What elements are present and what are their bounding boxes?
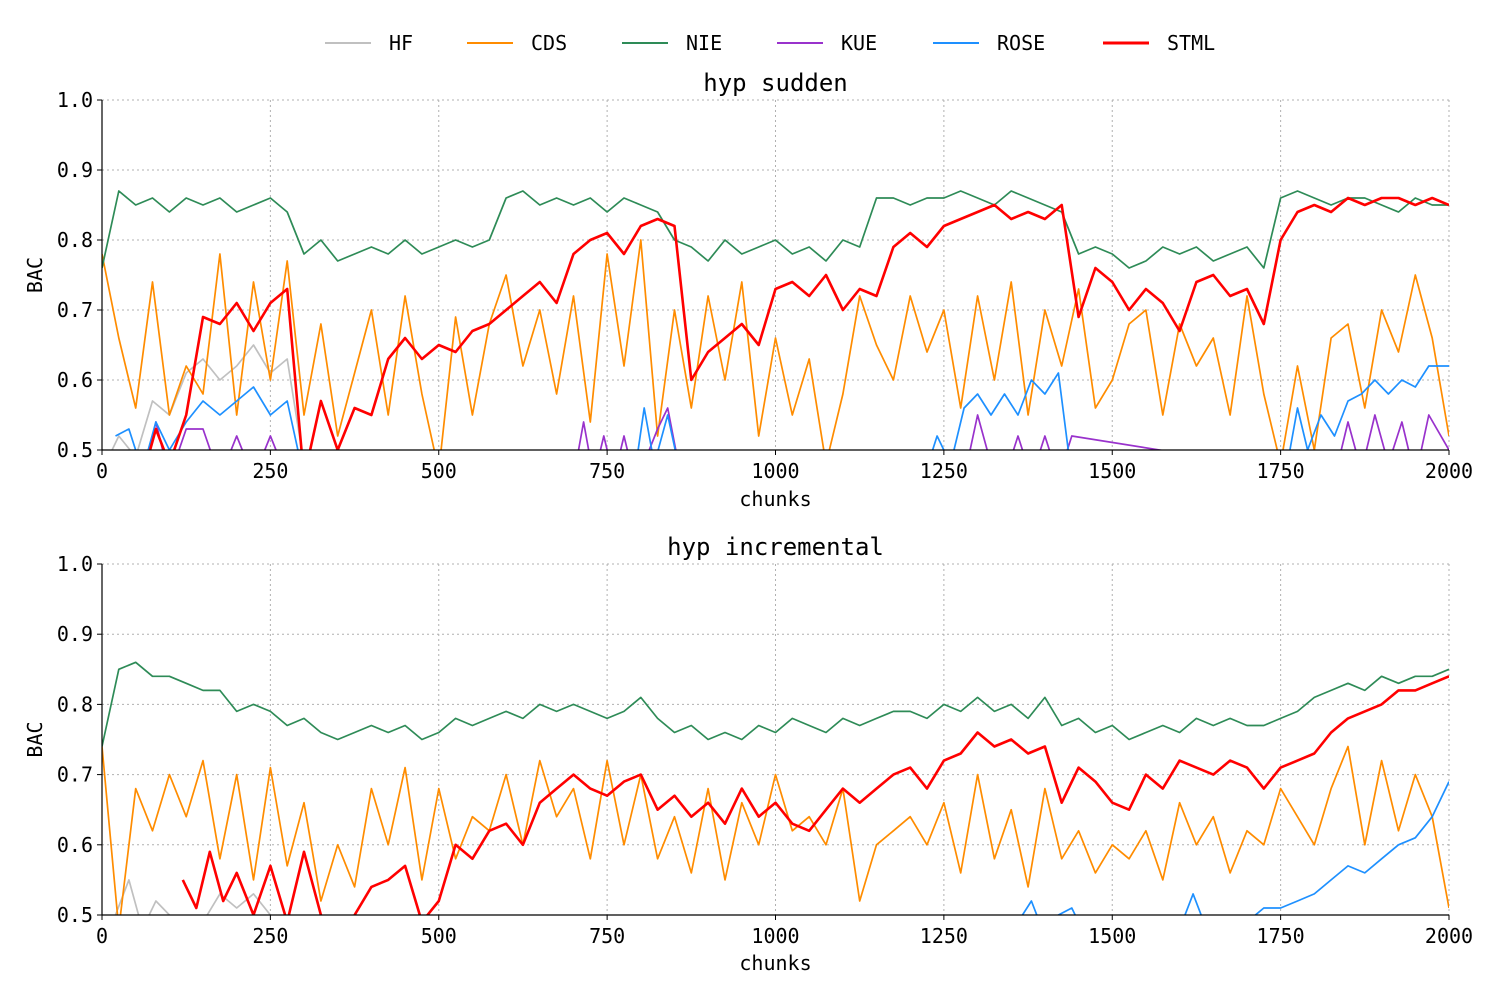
legend-label-kue: KUE: [841, 31, 877, 55]
series-group: [102, 190, 1449, 450]
x-tick-label: 1250: [920, 924, 968, 948]
series-line-hf: [111, 344, 303, 450]
x-tick-label: 500: [421, 924, 457, 948]
chart-panel-sudden: 0 250 500 750 1000 1250 1500 1750 2000 0.5 0.6 0.7 0…: [23, 69, 1473, 511]
x-tick-label: 1000: [751, 924, 799, 948]
x-tick-label: 2000: [1425, 459, 1473, 483]
x-tick-label: 500: [421, 459, 457, 483]
y-tick-label: 0.8: [57, 228, 93, 252]
y-tick-label: 0.9: [57, 158, 93, 182]
series-line-stml: [181, 675, 1449, 915]
x-tick-label: 1750: [1257, 459, 1305, 483]
y-tick-label: 0.5: [57, 903, 93, 927]
x-tick-label: 0: [96, 924, 108, 948]
y-axis-title: BAC: [23, 257, 47, 293]
series-line-hf: [114, 879, 272, 915]
y-tick-label: 0.6: [57, 833, 93, 857]
x-tick-label: 1500: [1088, 924, 1136, 948]
series-line-nie: [102, 190, 1449, 269]
x-tick-label: 750: [589, 459, 625, 483]
series-line-cds: [102, 239, 1449, 450]
y-tick-label: 0.7: [57, 298, 93, 322]
legend-label-nie: NIE: [686, 31, 722, 55]
y-tick-label: 0.6: [57, 368, 93, 392]
series-group: [102, 661, 1449, 915]
legend-label-stml: STML: [1167, 31, 1215, 55]
y-tick-label: 0.7: [57, 763, 93, 787]
chart-title: hyp incremental: [667, 533, 884, 561]
y-tick-label: 1.0: [57, 552, 93, 576]
x-tick-label: 1250: [920, 459, 968, 483]
series-line-nie: [102, 661, 1449, 747]
x-tick-label: 1750: [1257, 924, 1305, 948]
y-axis-title: BAC: [23, 721, 47, 757]
x-axis-title: chunks: [739, 487, 811, 511]
chart-title: hyp sudden: [703, 69, 848, 97]
series-line-cds: [102, 745, 1449, 915]
chart-panel-incremental: 0 250 500 750 1000 1250 1500 1750 2000 0.5 0.6 0.7 0…: [23, 533, 1473, 975]
x-tick-label: 1500: [1088, 459, 1136, 483]
series-line-rose: [1021, 781, 1449, 915]
x-tick-label: 250: [252, 459, 288, 483]
series-line-rose: [115, 365, 1449, 450]
y-tick-label: 0.9: [57, 622, 93, 646]
legend: HF CDS NIE KUE ROSE STML: [325, 31, 1215, 55]
x-tick-label: 2000: [1425, 924, 1473, 948]
legend-label-rose: ROSE: [997, 31, 1045, 55]
x-tick-label: 1000: [751, 459, 799, 483]
legend-label-cds: CDS: [531, 31, 567, 55]
x-axis-title: chunks: [739, 951, 811, 975]
x-tick-label: 250: [252, 924, 288, 948]
x-tick-label: 750: [589, 924, 625, 948]
y-tick-label: 0.5: [57, 438, 93, 462]
x-tick-label: 0: [96, 459, 108, 483]
series-line-stml: [148, 196, 1449, 450]
legend-label-hf: HF: [389, 31, 413, 55]
series-line-kue: [148, 407, 1449, 450]
y-tick-label: 1.0: [57, 88, 93, 112]
y-tick-label: 0.8: [57, 692, 93, 716]
